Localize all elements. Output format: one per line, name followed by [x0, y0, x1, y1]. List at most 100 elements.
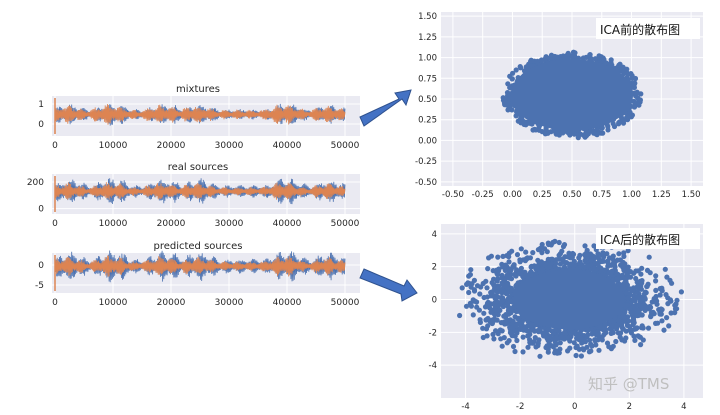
- x-tick-label: 0: [52, 219, 58, 229]
- scatter-point: [525, 344, 531, 350]
- scatter-point: [514, 252, 521, 258]
- scatter-point: [615, 318, 622, 324]
- x-tick-label: 1.25: [652, 190, 671, 200]
- scatter-point: [570, 49, 577, 55]
- scatter-point: [513, 67, 519, 73]
- scatter-point: [542, 131, 549, 137]
- scatter-point: [535, 340, 541, 346]
- y-tick-label: 0: [38, 205, 44, 215]
- scatter-point: [599, 337, 605, 343]
- tick-labels-mixtures: 0 10000 20000 30000 40000 50000 0 1: [38, 100, 359, 151]
- scatter-point: [470, 312, 476, 318]
- scatter-point: [596, 256, 602, 262]
- scatter-point: [494, 278, 500, 284]
- scatter-point: [617, 257, 624, 263]
- scatter-point: [612, 264, 618, 270]
- scatter-point: [596, 54, 602, 60]
- waveform-panel-predicted-sources: predicted sources 0 10000 20000 30000 40000 5…: [35, 241, 360, 308]
- x-tick-label: 1.00: [622, 190, 641, 200]
- scatter-point: [658, 311, 664, 317]
- scatter-point: [483, 317, 489, 323]
- scatter-point: [532, 335, 538, 341]
- x-tick-label: 50000: [331, 219, 360, 229]
- scatter-point: [523, 122, 529, 128]
- scatter-point: [617, 119, 623, 125]
- scatter-point: [467, 300, 473, 306]
- scatter-point: [587, 52, 593, 58]
- scatter-point: [496, 268, 502, 274]
- scatter-point: [595, 329, 601, 335]
- scatter-point: [605, 127, 611, 133]
- y-tick-label: 0: [38, 120, 44, 130]
- scatter-point: [545, 256, 551, 262]
- x-tick-label: 30000: [215, 298, 244, 308]
- scatter-panel-before-ica: -0.50 -0.25 0.00 0.25 0.50 0.75 1.00 1.25 1.50 -0…: [415, 12, 703, 200]
- x-tick-label: 30000: [215, 141, 244, 151]
- scatter-point: [485, 266, 491, 272]
- scatter-point: [625, 248, 631, 254]
- waveforms-mixtures: [54, 98, 346, 134]
- scatter-point: [664, 274, 670, 280]
- arrow-to-post-ica-scatter: [359, 268, 418, 302]
- scatter-point: [505, 100, 511, 106]
- x-tick-label: -0.25: [472, 190, 494, 200]
- scatter-point: [504, 340, 510, 346]
- scatter-point: [635, 283, 641, 289]
- scatter-point: [632, 75, 639, 82]
- x-tick-label: 1.50: [682, 190, 701, 200]
- scatter-point: [665, 301, 671, 307]
- panel-title-real-sources: real sources: [168, 162, 229, 173]
- scatter-point: [517, 64, 523, 70]
- y-tick-label: 0: [432, 296, 437, 306]
- scatter-point: [585, 252, 591, 258]
- scatter-point: [513, 283, 519, 289]
- waveform-panel-real-sources: real sources 0 10000 20000 30000 40000 500000…: [27, 162, 360, 229]
- scatter-point: [552, 348, 559, 354]
- scatter-point: [510, 318, 516, 324]
- scatter-point: [571, 340, 577, 346]
- scatter-point: [646, 254, 652, 260]
- scatter-point: [630, 316, 637, 322]
- scatter-point: [580, 55, 587, 61]
- scatter-point: [518, 326, 524, 332]
- x-tick-label: 40000: [273, 219, 302, 229]
- scatter-point: [499, 343, 505, 349]
- x-tick-label: 30000: [215, 219, 244, 229]
- scatter-point: [613, 322, 619, 328]
- scatter-point: [595, 251, 601, 257]
- scatter-point: [634, 307, 641, 313]
- scatter-point: [659, 307, 665, 313]
- x-tick-label: 50000: [331, 141, 360, 151]
- scatter-point: [627, 269, 634, 275]
- scatter-point: [480, 325, 486, 331]
- scatter-point: [493, 328, 499, 334]
- scatter-point: [517, 257, 523, 263]
- scatter-point: [625, 264, 631, 270]
- scatter-point: [544, 249, 550, 255]
- scatter-point: [558, 334, 564, 340]
- scatter-point: [604, 340, 611, 346]
- scatter-point: [630, 287, 636, 293]
- scatter-point: [488, 289, 494, 296]
- scatter-point: [536, 329, 542, 335]
- scatter-point: [465, 280, 471, 286]
- scatter-point: [663, 292, 669, 298]
- scatter-point: [674, 297, 680, 303]
- scatter-point: [621, 117, 627, 123]
- scatter-point: [500, 253, 506, 259]
- arrow-to-pre-ica-scatter: [359, 89, 412, 127]
- scatter-points-after-ica: [457, 238, 685, 359]
- scatter-point: [562, 329, 568, 336]
- scatter-point: [507, 85, 513, 91]
- x-tick-label: 0.00: [503, 190, 522, 200]
- scatter-point: [510, 343, 517, 350]
- scatter-point: [550, 344, 557, 350]
- scatter-point: [457, 312, 463, 319]
- scatter-point: [600, 55, 606, 61]
- scatter-point: [632, 80, 638, 86]
- scatter-point: [513, 308, 519, 315]
- x-tick-label: 20000: [157, 298, 186, 308]
- y-tick-label: 4: [432, 230, 437, 240]
- x-tick-label: 0.25: [533, 190, 552, 200]
- scatter-point: [591, 267, 597, 273]
